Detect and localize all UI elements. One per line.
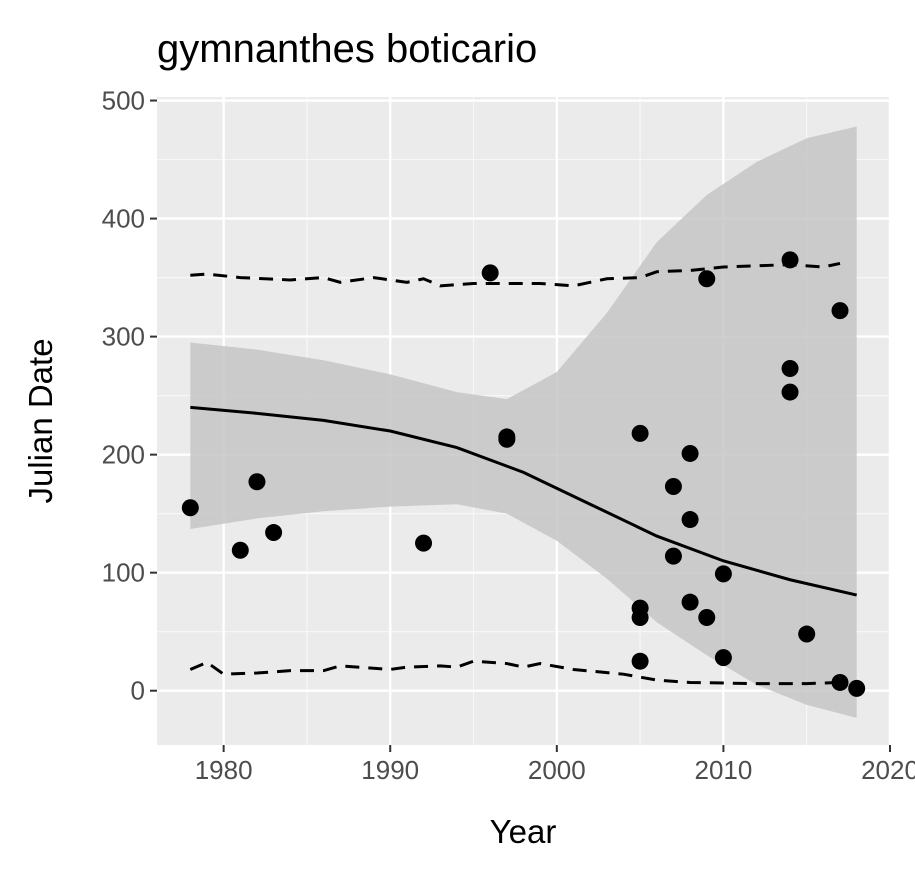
data-point	[698, 270, 716, 288]
data-point	[714, 649, 732, 667]
x-tick-label: 1990	[361, 755, 419, 785]
data-point	[498, 430, 516, 448]
data-point	[681, 444, 699, 462]
data-point	[664, 478, 682, 496]
data-point	[265, 524, 283, 542]
data-point	[714, 565, 732, 583]
data-point	[631, 609, 649, 627]
x-tick-label: 2010	[694, 755, 752, 785]
x-tick-label: 2020	[861, 755, 915, 785]
fit-line	[190, 405, 858, 597]
data-point	[481, 264, 499, 282]
x-axis-title: Year	[490, 813, 557, 850]
data-point	[631, 652, 649, 670]
y-tick-label: 100	[102, 558, 145, 588]
data-point	[631, 424, 649, 442]
y-tick-label: 200	[102, 440, 145, 470]
data-point	[798, 625, 816, 643]
data-point	[248, 473, 266, 491]
y-tick-label: 0	[131, 676, 145, 706]
data-point	[781, 383, 799, 401]
x-tick-label: 1980	[195, 755, 253, 785]
data-point	[664, 547, 682, 565]
data-point	[681, 593, 699, 611]
data-point	[681, 511, 699, 529]
data-point	[781, 359, 799, 377]
y-tick-label: 400	[102, 204, 145, 234]
y-tick-label: 300	[102, 322, 145, 352]
data-point	[231, 541, 249, 559]
confidence-band	[190, 126, 857, 718]
data-point	[848, 679, 866, 697]
data-point	[831, 673, 849, 691]
data-point	[415, 534, 433, 552]
data-point	[781, 251, 799, 269]
y-axis-title: Julian Date	[22, 338, 59, 503]
data-point	[181, 499, 199, 517]
y-tick-label: 500	[102, 86, 145, 116]
quantile-line	[189, 659, 841, 686]
chart-title: gymnanthes boticario	[157, 27, 537, 71]
quantile-line	[190, 261, 841, 288]
data-point	[831, 302, 849, 320]
data-point	[698, 609, 716, 627]
x-tick-label: 2000	[528, 755, 586, 785]
